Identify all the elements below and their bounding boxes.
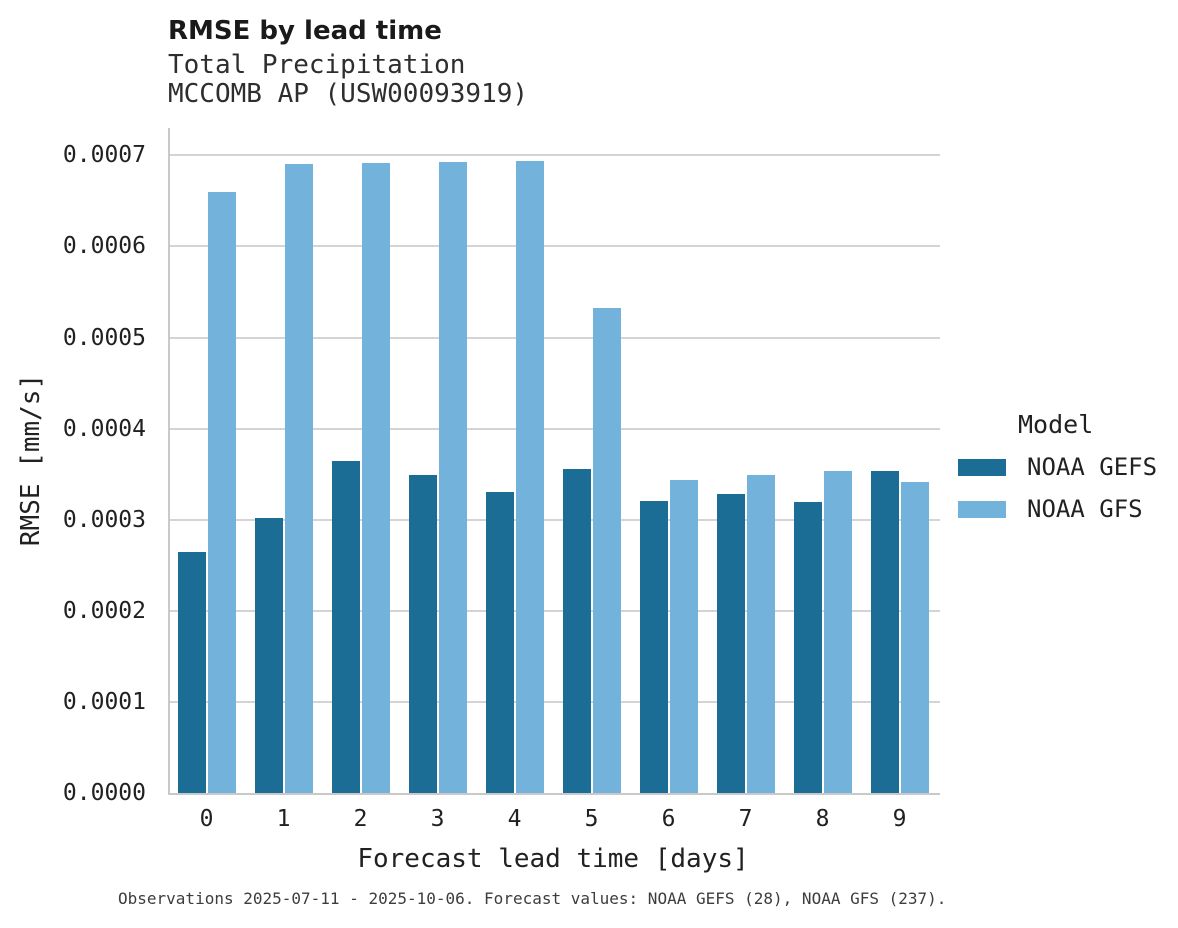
bar-noaa-gefs-lead-7 (717, 494, 745, 793)
bar-noaa-gefs-lead-3 (409, 475, 437, 793)
chart-subtitle-station: MCCOMB AP (USW00093919) (168, 79, 529, 109)
bar-noaa-gfs-lead-8 (824, 471, 852, 793)
gridline-0.0005 (170, 336, 940, 339)
x-tick-0: 0 (199, 806, 214, 832)
x-axis-label: Forecast lead time [days] (357, 844, 749, 874)
bar-noaa-gefs-lead-2 (332, 460, 360, 793)
y-tick-0.0000: 0.0000 (62, 780, 146, 806)
y-tick-0.0006: 0.0006 (62, 233, 146, 260)
footer-caption: Observations 2025-07-11 - 2025-10-06. Fo… (118, 889, 947, 908)
gridline-0.0006 (170, 245, 940, 248)
x-tick-8: 8 (815, 806, 830, 832)
bar-noaa-gfs-lead-0 (208, 191, 236, 793)
x-tick-7: 7 (738, 806, 753, 832)
bar-noaa-gefs-lead-1 (255, 517, 283, 793)
y-tick-0.0007: 0.0007 (62, 142, 146, 169)
bar-noaa-gfs-lead-7 (747, 475, 775, 793)
bar-noaa-gfs-lead-1 (285, 164, 313, 793)
bar-noaa-gefs-lead-0 (178, 551, 206, 793)
y-tick-0.0002: 0.0002 (62, 597, 146, 624)
y-tick-0.0003: 0.0003 (62, 506, 146, 533)
x-tick-2: 2 (353, 806, 368, 832)
chart-subtitle-variable: Total Precipitation (168, 50, 466, 80)
bar-noaa-gefs-lead-6 (640, 500, 668, 793)
x-tick-6: 6 (661, 806, 676, 832)
x-tick-3: 3 (430, 806, 445, 832)
bar-noaa-gfs-lead-9 (901, 482, 929, 793)
gridline-0.0002 (170, 609, 940, 612)
bar-noaa-gefs-lead-5 (563, 468, 591, 793)
y-tick-0.0005: 0.0005 (62, 324, 146, 351)
bar-noaa-gefs-lead-8 (794, 501, 822, 793)
y-tick-0.0004: 0.0004 (62, 415, 146, 442)
bar-noaa-gfs-lead-6 (670, 479, 698, 793)
legend-title: Model (1018, 410, 1094, 439)
y-tick-0.0001: 0.0001 (62, 688, 146, 715)
legend-label-noaa-gfs: NOAA GFS (1027, 495, 1143, 523)
x-tick-1: 1 (276, 806, 291, 832)
gridline-0.0004 (170, 427, 940, 430)
legend-item-noaa-gefs: NOAA GEFS (958, 453, 1178, 481)
bar-noaa-gfs-lead-5 (593, 307, 621, 793)
legend: Model NOAA GEFS NOAA GFS (958, 410, 1178, 523)
bar-noaa-gfs-lead-4 (516, 160, 544, 793)
legend-label-noaa-gefs: NOAA GEFS (1027, 453, 1158, 481)
chart-title: RMSE by lead time (168, 16, 442, 46)
legend-swatch-noaa-gfs (958, 500, 1006, 518)
x-tick-5: 5 (584, 806, 599, 832)
bar-noaa-gfs-lead-2 (362, 162, 390, 793)
gridline-0.0007 (170, 154, 940, 157)
legend-swatch-noaa-gefs (958, 458, 1006, 476)
plot-area (168, 128, 940, 795)
gridline-0.0001 (170, 700, 940, 703)
x-tick-9: 9 (892, 806, 907, 832)
gridline-0.0003 (170, 518, 940, 521)
x-tick-4: 4 (507, 806, 522, 832)
bar-noaa-gfs-lead-3 (439, 161, 467, 793)
bar-noaa-gefs-lead-9 (871, 471, 899, 793)
legend-item-noaa-gfs: NOAA GFS (958, 495, 1178, 523)
bar-noaa-gefs-lead-4 (486, 492, 514, 793)
